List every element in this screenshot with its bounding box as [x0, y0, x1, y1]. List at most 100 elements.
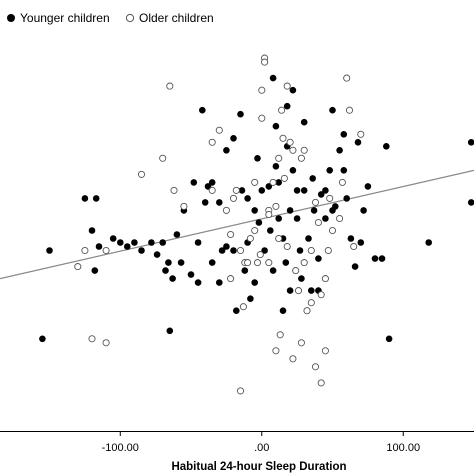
younger-child-point — [258, 187, 266, 194]
younger-child-point — [289, 167, 297, 174]
older-child-point — [336, 214, 344, 223]
older-child-point — [261, 58, 269, 66]
plot-area — [0, 54, 474, 395]
older-child-point — [232, 186, 240, 194]
x-axis-title: Habitual 24-hour Sleep Duration — [171, 461, 346, 473]
younger-child-point — [109, 235, 117, 242]
older-child-point — [253, 259, 262, 267]
younger-child-point — [315, 255, 322, 262]
younger-child-point — [360, 207, 367, 214]
legend-label-older: Older children — [139, 11, 214, 25]
legend-marker-younger — [7, 14, 15, 22]
younger-child-point — [159, 239, 166, 246]
younger-child-point — [230, 247, 237, 254]
younger-child-point — [322, 187, 329, 194]
younger-child-point — [351, 263, 359, 270]
older-child-point — [102, 246, 110, 255]
older-child-point — [283, 242, 291, 251]
younger-child-point — [467, 139, 474, 146]
younger-child-point — [88, 227, 96, 234]
older-child-point — [328, 226, 337, 235]
older-child-point — [251, 178, 259, 186]
younger-child-point — [329, 207, 336, 214]
older-child-point — [272, 202, 280, 210]
younger-child-point — [310, 207, 318, 214]
older-child-point — [311, 198, 320, 206]
older-child-point — [338, 178, 346, 186]
x-axis-ticks: -100.00 .00 100.00 — [102, 431, 420, 454]
younger-child-point — [272, 122, 280, 130]
older-child-point — [307, 299, 315, 307]
younger-child-point — [39, 335, 46, 343]
younger-child-point — [267, 227, 274, 234]
younger-child-point — [371, 255, 379, 262]
older-child-point — [280, 174, 288, 182]
x-tick-label: .00 — [254, 442, 269, 454]
younger-child-point — [169, 275, 176, 282]
older-child-point — [208, 186, 216, 194]
younger-child-point — [254, 155, 261, 162]
older-child-point — [258, 86, 266, 94]
older-child-point — [265, 210, 273, 219]
younger-child-point — [201, 199, 209, 206]
younger-child-point — [286, 287, 294, 294]
younger-child-point — [364, 183, 372, 190]
younger-child-point — [300, 118, 308, 126]
younger-child-point — [173, 231, 181, 238]
younger-child-point — [357, 239, 365, 246]
older-child-point — [170, 186, 178, 194]
younger-child-point — [255, 219, 263, 226]
older-child-point — [272, 347, 280, 355]
younger-child-point — [298, 275, 305, 282]
older-child-point — [88, 335, 96, 343]
older-child-point — [239, 303, 247, 311]
older-child-point — [300, 259, 308, 267]
younger-child-point — [244, 195, 251, 202]
younger-child-point — [95, 243, 103, 250]
younger-child-point — [208, 259, 216, 266]
younger-child-point — [286, 207, 294, 214]
younger-child-point — [241, 267, 249, 274]
older-child-point — [246, 234, 254, 243]
older-child-point — [321, 347, 329, 355]
younger-child-point — [269, 74, 277, 82]
younger-child-point — [91, 267, 99, 274]
younger-child-point — [269, 267, 277, 274]
older-child-point — [222, 206, 230, 214]
younger-child-point — [383, 143, 390, 150]
younger-child-point — [289, 86, 297, 94]
younger-child-point — [293, 215, 301, 222]
younger-child-point — [296, 247, 304, 254]
older-child-point — [275, 154, 283, 162]
older-child-point — [307, 246, 315, 255]
older-child-point — [343, 74, 351, 82]
older-child-point — [227, 230, 235, 239]
younger-child-point — [293, 187, 301, 194]
younger-child-point — [165, 259, 172, 266]
younger-child-point — [317, 191, 325, 198]
x-tick-label: 100.00 — [386, 442, 420, 454]
older-child-point — [283, 82, 291, 90]
older-child-point — [279, 134, 287, 142]
older-child-point — [137, 170, 146, 178]
older-child-point — [297, 154, 305, 162]
older-child-point — [227, 275, 235, 283]
younger-child-point — [282, 259, 290, 266]
older-child-point — [289, 146, 297, 154]
older-child-point — [275, 234, 283, 243]
older-child-point — [286, 138, 294, 146]
older-child-point — [215, 126, 223, 134]
older-child-point — [74, 263, 82, 271]
younger-child-point — [300, 187, 308, 194]
older-child-point — [300, 146, 308, 154]
younger-child-point — [177, 259, 185, 266]
older-child-point — [166, 82, 174, 90]
younger-child-point — [162, 267, 169, 274]
younger-child-point — [279, 307, 287, 315]
older-child-point — [324, 246, 332, 255]
younger-child-point — [124, 243, 131, 250]
older-child-point — [258, 114, 266, 122]
younger-child-point — [208, 179, 216, 186]
younger-child-point — [467, 199, 474, 206]
